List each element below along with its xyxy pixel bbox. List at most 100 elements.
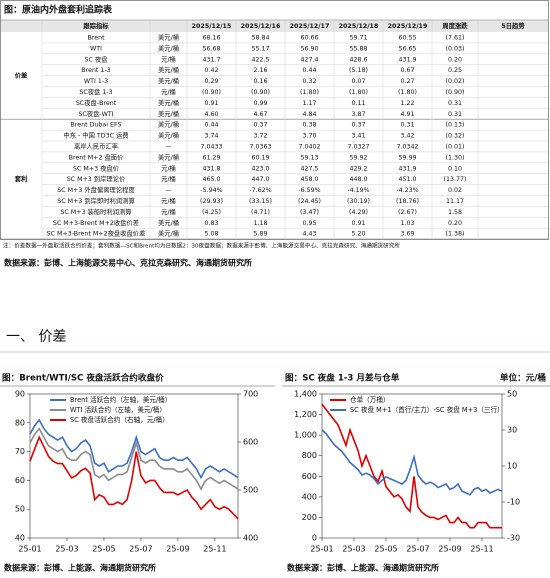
table-cell: SC夜盘 1-3: [79, 87, 112, 96]
y2-tick-label: 500: [243, 486, 258, 495]
table-header: 2025/12/16: [241, 23, 281, 30]
x-tick-label: 25-09: [166, 545, 189, 554]
y2-tick-label: -10: [507, 498, 520, 507]
table-cell: 431.9: [398, 165, 416, 172]
y-tick-label: 200: [302, 513, 317, 522]
y-tick-label: 400: [302, 492, 317, 501]
table-cell: SC M+3 夜盘价: [73, 163, 120, 172]
table-cell: 美元/桶: [158, 229, 179, 238]
table-cell: (1.80): [300, 89, 319, 96]
table-cell: 3.72: [253, 133, 267, 140]
table-cell: (0.02): [446, 78, 465, 85]
table-cell: 55.17: [251, 45, 269, 52]
table-cell: 0.27: [400, 78, 414, 85]
table-cell: 0.29: [204, 78, 218, 85]
table-cell: (0.03): [446, 45, 465, 52]
table-header: 周度涨跌: [442, 21, 468, 30]
plot-frame: [321, 393, 503, 539]
table-cell: SC夜盘-Brent: [76, 98, 117, 107]
table-cell: 美元/桶: [158, 152, 179, 161]
table-cell: (2.67): [398, 209, 417, 216]
y2-tick-label: 10: [507, 462, 517, 471]
legend-label: SC 夜盘 M+1（首行/主力）-SC 夜盘 M+3（三行）: [350, 405, 504, 414]
table-cell: 0.31: [400, 122, 414, 129]
table-cell: 美元/桶: [158, 120, 179, 129]
table-cell: 3.74: [204, 133, 218, 140]
x-tick-label: 25-01: [310, 545, 333, 554]
table-cell: 427.4: [300, 56, 318, 63]
table-cell: -5.94%: [200, 187, 222, 194]
table-cell: (33.15): [249, 198, 272, 205]
y-tick-label: 800: [302, 451, 317, 460]
table-cell: (7.61): [446, 34, 465, 41]
table-cell: 1.17: [302, 100, 316, 107]
table-cell: 0.42: [204, 67, 218, 74]
table-cell: 美元/桶: [158, 76, 179, 85]
x-tick-label: 25-07: [129, 545, 152, 554]
table-cell: (30.19): [347, 198, 370, 205]
plot-frame: [29, 393, 239, 539]
table-cell: -4.19%: [347, 187, 369, 194]
table-cell: 0.44: [204, 122, 218, 129]
y2-tick-label: 50: [507, 390, 517, 399]
y-tick-label: 600: [302, 472, 317, 481]
table-cell: WTI: [90, 45, 102, 52]
table-header-bg: [1, 20, 548, 32]
x-tick-label: 25-03: [55, 545, 78, 554]
table-cell: 0.99: [253, 100, 267, 107]
table-frame: [0, 0, 549, 240]
x-tick-label: 25-01: [18, 545, 41, 554]
table-cell: 7.0433: [200, 143, 222, 150]
table-cell: 59.71: [349, 34, 367, 41]
table-cell: 428.6: [349, 56, 367, 63]
table-note: 注：价差数据一外盘取活跃合约价差；套利数据—SC和Brent均为日数据2：30夜…: [3, 242, 400, 250]
table-cell: 60.55: [398, 34, 416, 41]
table-cell: 4.84: [302, 111, 316, 118]
table-cell: 1.18: [253, 220, 267, 227]
table-cell: 58.84: [251, 34, 269, 41]
chart-source: 数据来源：彭博、上能源、海通期货研究所: [4, 563, 156, 573]
table-cell: 56.90: [300, 45, 318, 52]
table-cell: —: [165, 187, 171, 194]
table-cell: 0.25: [448, 67, 462, 74]
table-cell: Brent 1-3: [81, 67, 110, 74]
table-cell: (24.45): [298, 198, 321, 205]
table-cell: 59.13: [300, 154, 318, 161]
table-cell: 59.92: [349, 154, 367, 161]
table-cell: SC M+3-Brent M+2夜盘收盘价差: [47, 229, 146, 238]
y-tick-label: 1,000: [294, 431, 317, 440]
table-cell: 美元/桶: [158, 109, 179, 118]
table-cell: 1.58: [448, 209, 462, 216]
table-cell: (1.80): [398, 89, 417, 96]
x-tick-label: 25-09: [438, 545, 461, 554]
table-cell: (29.93): [200, 198, 223, 205]
table-cell: 0.16: [253, 78, 267, 85]
table-cell: 美元/桶: [158, 98, 179, 107]
table-cell: SC M+3 到岸理论价: [67, 174, 126, 183]
table-header: 2025/12/18: [339, 23, 379, 30]
table-cell: 美元/桶: [158, 218, 179, 227]
table-cell: 0.31: [448, 100, 462, 107]
series-line: [29, 435, 239, 520]
legend-label: SC 夜盘活跃合约（右轴，元/桶）: [70, 415, 169, 424]
table-cell: 7.0327: [347, 143, 369, 150]
table-cell: WTI 1-3: [84, 78, 108, 85]
chart-title: 图：SC 夜盘 1-3 月差与仓单: [285, 372, 400, 384]
y2-tick-label: 700: [243, 390, 258, 399]
table-cell: SC M+3-Brent M+2收盘价差: [53, 218, 139, 227]
y-tick-label: 60: [15, 476, 25, 485]
y-tick-label: 1,400: [294, 390, 317, 399]
table-cell: Brent: [87, 34, 105, 41]
table-cell: 0.91: [351, 220, 365, 227]
table-cell: 元/桶: [161, 196, 176, 205]
table-cell: (4.25): [202, 209, 221, 216]
table-cell: 4.91: [400, 111, 414, 118]
table-cell: (0.01): [446, 143, 465, 150]
x-tick-label: 25-05: [374, 545, 397, 554]
table-cell: (18.76): [396, 198, 419, 205]
table-cell: 1.03: [400, 220, 414, 227]
table-cell: (3.47): [300, 209, 319, 216]
table-cell: 元/桶: [161, 87, 176, 96]
y2-tick-label: 30: [507, 426, 517, 435]
